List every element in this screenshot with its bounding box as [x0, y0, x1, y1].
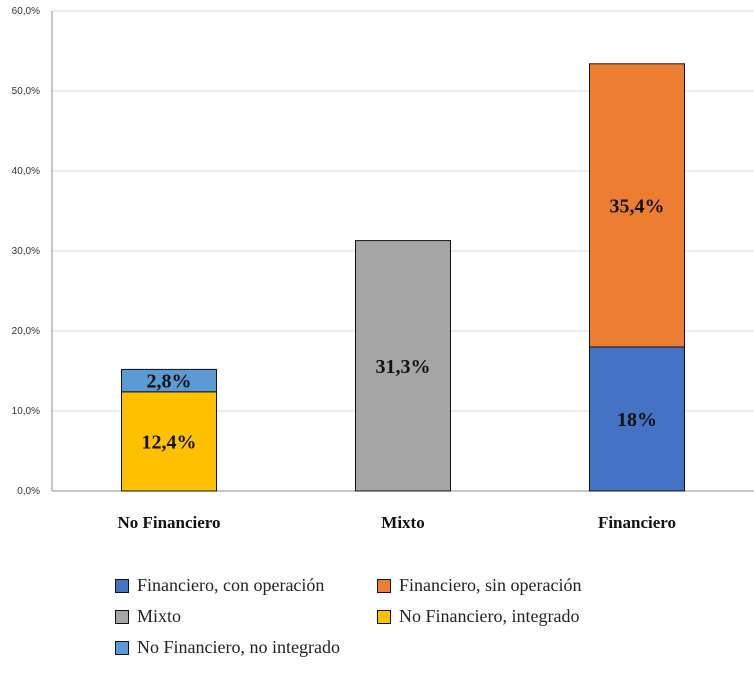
legend-item: No Financiero, integrado — [377, 606, 657, 627]
legend-swatch — [115, 609, 129, 624]
legend-item: Financiero, con operación — [115, 575, 377, 596]
bar-segment — [355, 240, 451, 492]
y-tick-label: 0,0% — [17, 486, 40, 497]
legend-label: Mixto — [137, 606, 182, 626]
data-label: 12,4% — [142, 431, 197, 453]
y-axis-tick-labels: 0,0% 10,0% 20,0% 30,0% 40,0% 50,0% 60,0% — [12, 6, 40, 497]
y-tick-label: 50,0% — [12, 86, 40, 97]
data-label: 2,8% — [147, 371, 192, 393]
legend-item: Financiero, sin operación — [377, 575, 657, 596]
category-labels: No Financiero Mixto Financiero — [117, 513, 676, 532]
data-labels: 12,4% 2,8% 31,3% 18% 35,4% — [142, 195, 665, 453]
legend: Financiero, con operación Financiero, sin… — [115, 575, 675, 658]
category-label: Financiero — [598, 513, 676, 532]
category-label: No Financiero — [117, 513, 220, 532]
data-label: 18% — [617, 409, 657, 431]
legend-label: Financiero, con operación — [137, 575, 325, 595]
y-tick-label: 60,0% — [12, 6, 40, 17]
data-label: 35,4% — [610, 195, 665, 217]
legend-swatch — [377, 609, 391, 624]
legend-label: No Financiero, no integrado — [137, 637, 340, 657]
y-tick-label: 20,0% — [12, 326, 40, 337]
bar-segment — [589, 63, 685, 348]
legend-swatch — [115, 640, 129, 655]
y-tick-label: 30,0% — [12, 246, 40, 257]
legend-item: Mixto — [115, 606, 377, 627]
legend-label: Financiero, sin operación — [399, 575, 582, 595]
data-label: 31,3% — [376, 356, 431, 378]
legend-swatch — [377, 578, 391, 593]
bar-segment — [121, 391, 217, 492]
legend-swatch — [115, 578, 129, 593]
category-label: Mixto — [381, 513, 424, 532]
y-tick-label: 40,0% — [12, 166, 40, 177]
legend-label: No Financiero, integrado — [399, 606, 580, 626]
stacked-bar-chart: 0,0% 10,0% 20,0% 30,0% 40,0% 50,0% 60,0% 12,4%… — [12, 6, 754, 532]
legend-item: No Financiero, no integrado — [115, 637, 377, 658]
bar-segment — [589, 346, 685, 492]
y-tick-label: 10,0% — [12, 406, 40, 417]
bars — [121, 63, 685, 492]
bar-segment — [121, 368, 217, 393]
